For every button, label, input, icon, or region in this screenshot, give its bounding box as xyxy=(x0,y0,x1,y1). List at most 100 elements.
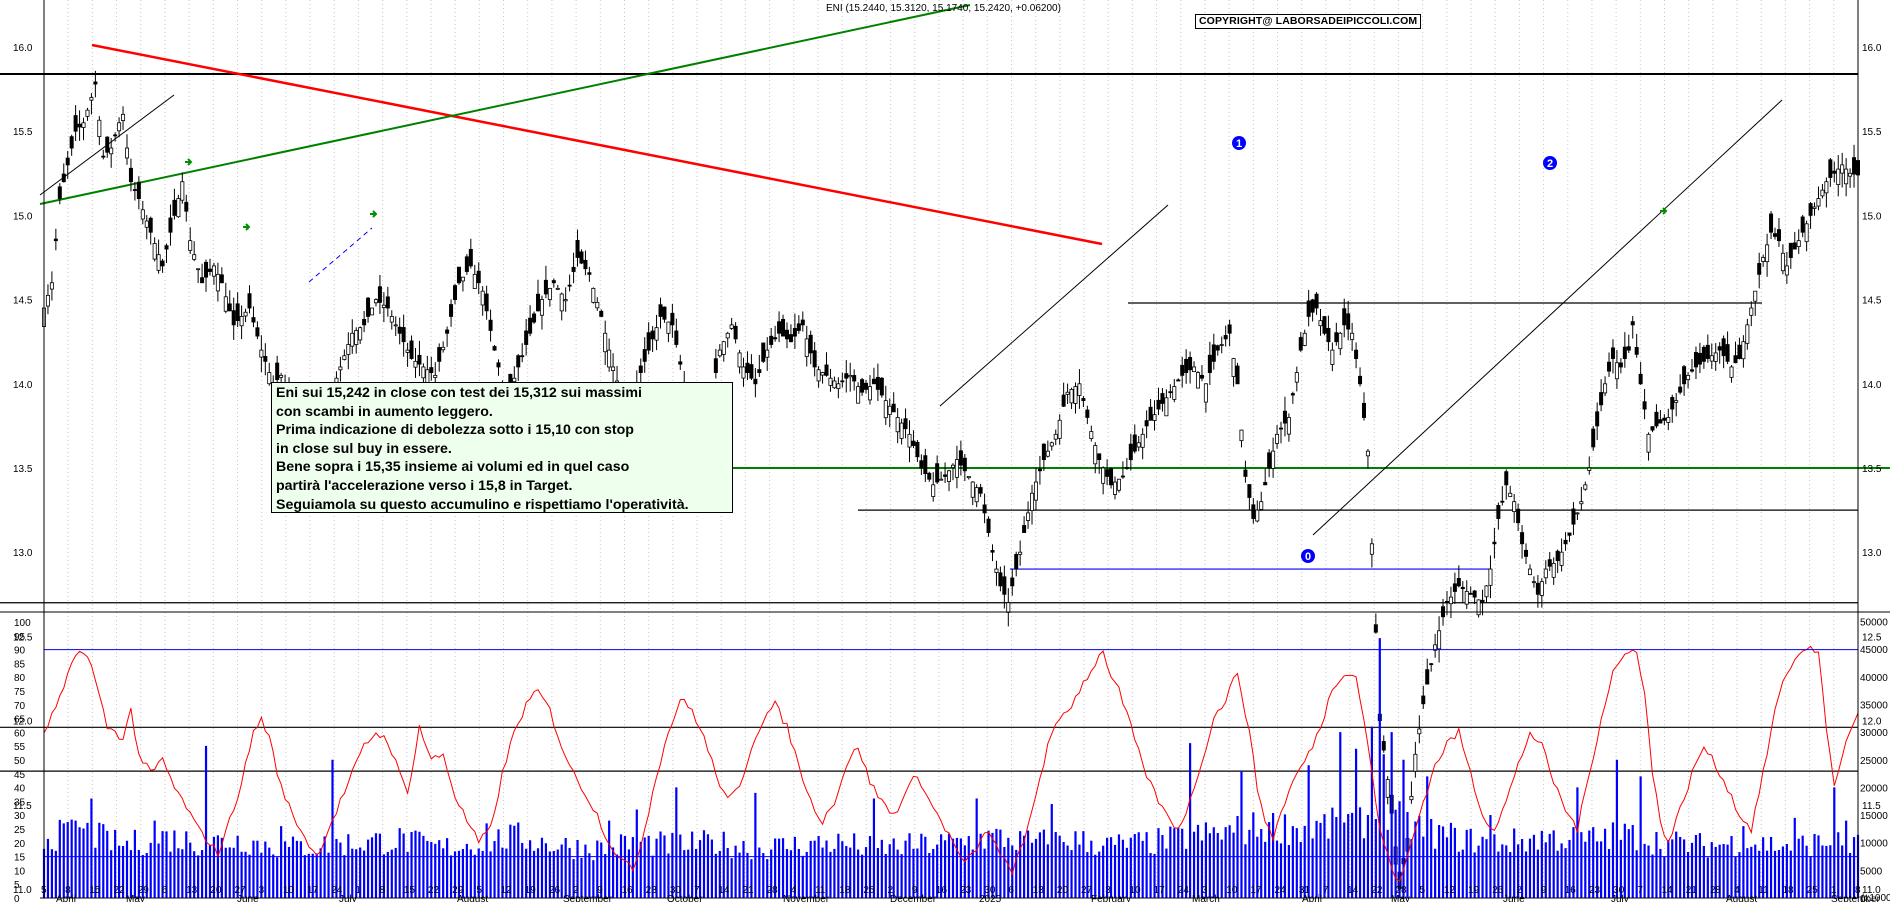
candle-body xyxy=(251,317,256,323)
candle xyxy=(887,398,892,428)
candle-body xyxy=(496,362,501,368)
oscillator-tick-left: 45 xyxy=(14,770,26,781)
candle-body xyxy=(1413,753,1418,772)
oscillator-tick-left: 50 xyxy=(14,756,26,767)
candle-body xyxy=(1599,392,1604,406)
candle xyxy=(1338,331,1343,356)
candle-body xyxy=(1176,379,1181,382)
candle xyxy=(1148,399,1153,421)
candle-body xyxy=(1539,581,1544,596)
candle-body xyxy=(1776,229,1781,242)
candle-body xyxy=(994,568,999,573)
candle-body xyxy=(409,340,414,359)
candle xyxy=(350,319,355,354)
candle-body xyxy=(136,181,141,199)
candle xyxy=(1018,540,1023,566)
candle xyxy=(1618,358,1623,374)
candle-body xyxy=(1433,644,1438,651)
candle-body xyxy=(1701,346,1706,362)
candle xyxy=(575,229,580,267)
candle-body xyxy=(358,327,363,341)
candle xyxy=(895,408,900,444)
candle xyxy=(1180,356,1185,388)
candle xyxy=(1164,389,1169,417)
candle-body xyxy=(405,349,410,353)
candle-body xyxy=(243,311,248,317)
candle xyxy=(1022,516,1027,533)
candle xyxy=(1757,252,1762,289)
candle xyxy=(117,117,122,138)
candle-body xyxy=(421,366,426,379)
candle-body xyxy=(974,487,979,503)
candle xyxy=(362,311,367,333)
candle-body xyxy=(468,248,473,267)
candle xyxy=(401,314,406,357)
date-tick-label: 15 xyxy=(404,885,416,896)
candle xyxy=(1484,585,1489,603)
signal-arrow xyxy=(243,223,251,231)
candle xyxy=(65,150,70,179)
candle-body xyxy=(1543,568,1548,579)
candle xyxy=(1848,168,1853,188)
candle-body xyxy=(1626,346,1631,351)
candle-body xyxy=(1077,383,1082,396)
candle-body xyxy=(85,109,90,117)
candle xyxy=(1571,502,1576,536)
candle-body xyxy=(1113,481,1118,495)
candle xyxy=(520,343,525,363)
candle-body xyxy=(860,379,865,393)
candle xyxy=(77,110,82,141)
month-label: 2025 xyxy=(979,894,1002,902)
candle-body xyxy=(820,372,825,376)
date-tick-label: 3 xyxy=(259,885,265,896)
support-trendline xyxy=(939,204,1169,407)
candle-body xyxy=(1452,583,1457,592)
candle xyxy=(611,353,616,383)
candle-body xyxy=(207,268,212,272)
candle xyxy=(1448,586,1453,619)
candle xyxy=(800,311,805,332)
date-tick-label: 9 xyxy=(1541,885,1547,896)
candle-body xyxy=(1192,366,1197,373)
candle xyxy=(1310,298,1315,322)
candle-body xyxy=(1520,532,1525,545)
candle-body xyxy=(947,470,952,482)
month-label: June xyxy=(1503,894,1525,902)
candle-body xyxy=(1662,417,1667,421)
candle xyxy=(1836,155,1841,197)
candle-body xyxy=(1203,383,1208,403)
candle-body xyxy=(445,329,450,334)
candle-body xyxy=(1049,442,1054,447)
volume-tick-right: 35000 xyxy=(1860,700,1888,711)
candle-body xyxy=(1061,394,1066,407)
candle xyxy=(1235,362,1240,385)
date-tick-label: 7 xyxy=(1637,885,1643,896)
candle-body xyxy=(1172,386,1177,400)
signal-arrow xyxy=(1660,207,1668,215)
date-tick-label: 14 xyxy=(718,885,730,896)
candle xyxy=(1599,379,1604,412)
candle xyxy=(871,367,876,385)
candle-body xyxy=(1322,316,1327,334)
candle-body xyxy=(1567,532,1572,536)
candle xyxy=(140,200,145,225)
price-tick-right: 15.0 xyxy=(1862,211,1882,222)
candle-body xyxy=(1693,352,1698,368)
candle-body xyxy=(674,330,679,345)
candle xyxy=(480,286,485,316)
candle xyxy=(1579,486,1584,511)
date-tick-label: 24 xyxy=(1275,885,1287,896)
volume-series xyxy=(42,638,1860,898)
candle xyxy=(1294,366,1299,392)
candle-body xyxy=(1583,484,1588,490)
candle xyxy=(737,349,742,374)
candle xyxy=(875,363,880,402)
candle xyxy=(267,362,272,386)
candle xyxy=(1658,409,1663,424)
candle-body xyxy=(713,358,718,373)
oscillator-tick-left: 15 xyxy=(14,853,26,864)
candle xyxy=(354,327,359,354)
candle-body xyxy=(1512,501,1517,513)
candle xyxy=(1745,318,1750,350)
candle-body xyxy=(1524,549,1529,557)
